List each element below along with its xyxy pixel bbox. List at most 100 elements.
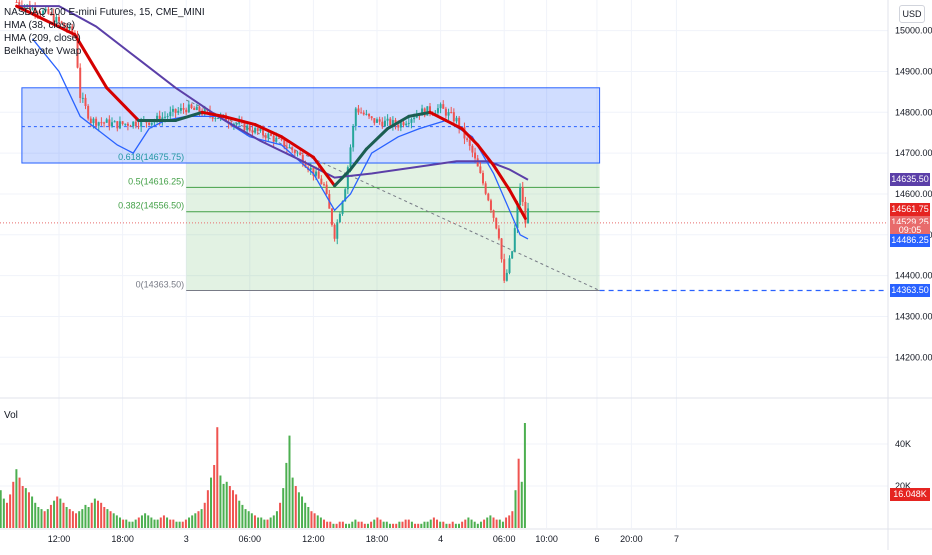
candle-body	[108, 119, 111, 127]
volume-bar	[275, 511, 278, 528]
candle-body	[285, 147, 288, 149]
candle-body	[185, 109, 188, 113]
candle-body	[373, 118, 376, 123]
candle-body	[95, 118, 98, 126]
candle-body	[34, 7, 37, 14]
legend-symbol[interactable]: NASDAQ 100 E-mini Futures, 15, CME_MINI	[4, 7, 205, 18]
candle-body	[39, 13, 42, 15]
candle-body	[413, 117, 416, 120]
candle-body	[283, 139, 286, 148]
candle-body	[44, 8, 47, 11]
volume-bar	[360, 521, 363, 528]
volume-bar	[0, 490, 2, 528]
volume-bar	[247, 511, 250, 528]
volume-bar	[122, 519, 125, 528]
candle-body	[381, 121, 384, 127]
candle-body	[442, 104, 445, 109]
volume-bar	[341, 521, 344, 528]
volume-bar	[9, 494, 12, 528]
volume-bar	[106, 509, 109, 528]
volume-bar	[263, 519, 266, 528]
candle-body	[137, 126, 140, 128]
legend-hma-fast[interactable]: HMA (38, close)	[4, 20, 76, 31]
volume-bar	[241, 504, 244, 528]
volume-bar	[508, 515, 511, 528]
volume-bar	[228, 486, 231, 528]
candle-body	[426, 106, 429, 116]
volume-bar	[109, 511, 112, 528]
candle-body	[436, 108, 439, 113]
legend-hma-slow[interactable]: HMA (209, close)	[4, 33, 81, 44]
volume-bar	[319, 517, 322, 528]
candle-body	[312, 167, 315, 176]
candle-body	[164, 116, 166, 118]
candle-body	[63, 23, 66, 27]
candle-body	[365, 113, 368, 115]
candle-body	[47, 8, 50, 14]
candle-body	[31, 7, 34, 10]
hma-fast-segment	[386, 114, 411, 131]
currency-badge[interactable]: USD	[899, 5, 925, 23]
candle-body	[55, 16, 58, 23]
volume-axis-label: 20K	[895, 481, 911, 491]
candle-body	[511, 251, 514, 259]
price-axis-label: 14900.00	[895, 66, 932, 76]
candle-body	[368, 113, 371, 117]
candle-body	[272, 135, 275, 142]
fib-zone-green	[186, 163, 600, 291]
candle-body	[105, 119, 108, 123]
candle-body	[317, 171, 320, 179]
candle-body	[391, 120, 394, 126]
hma-fast-segment	[508, 188, 527, 220]
candle-body	[243, 121, 246, 131]
volume-bar	[423, 521, 426, 528]
candle-body	[479, 166, 482, 174]
candle-body	[238, 121, 241, 124]
volume-bar	[203, 502, 206, 528]
volume-bar	[90, 502, 93, 528]
time-axis-label: 18:00	[366, 534, 389, 544]
legend: NASDAQ 100 E-mini Futures, 15, CME_MINI …	[4, 6, 205, 58]
time-axis-label: 12:00	[48, 534, 71, 544]
legend-vwap[interactable]: Belkhayate Vwap	[4, 46, 82, 57]
volume-bar	[184, 519, 187, 528]
price-tag: 14561.75	[890, 203, 930, 217]
candle-body	[71, 26, 74, 33]
volume-bar	[294, 486, 297, 528]
volume-bar	[225, 481, 228, 528]
candle-body	[190, 104, 193, 108]
price-tag: 14486.25	[890, 233, 930, 247]
candle-body	[516, 204, 519, 229]
volume-bar	[49, 504, 52, 528]
volume-bar	[175, 521, 178, 528]
candle-body	[15, 2, 18, 4]
volume-bar	[40, 509, 43, 528]
volume-bar	[200, 509, 203, 528]
candle-body	[18, 2, 21, 6]
volume-bar	[279, 502, 282, 528]
hma-fast-segment	[73, 33, 109, 90]
candle-body	[254, 128, 257, 133]
volume-bar	[376, 517, 379, 528]
volume-bar	[451, 521, 454, 528]
volume-label[interactable]: Vol	[4, 410, 18, 421]
candle-body	[455, 117, 458, 122]
candle-body	[410, 119, 413, 123]
candle-body	[87, 105, 90, 119]
candle-body	[293, 150, 296, 154]
time-axis-label: 10:00	[535, 534, 558, 544]
volume-bar	[21, 486, 24, 528]
candle-body	[519, 187, 522, 205]
candle-body	[471, 145, 474, 153]
candle-body	[354, 108, 357, 127]
candle-body	[156, 115, 159, 122]
candle-body	[50, 13, 53, 15]
candle-body	[333, 224, 336, 239]
candle-body	[444, 108, 447, 116]
candle-body	[301, 154, 304, 165]
candle-body	[111, 122, 113, 127]
volume-bar	[410, 521, 413, 528]
volume-bar	[351, 521, 354, 528]
